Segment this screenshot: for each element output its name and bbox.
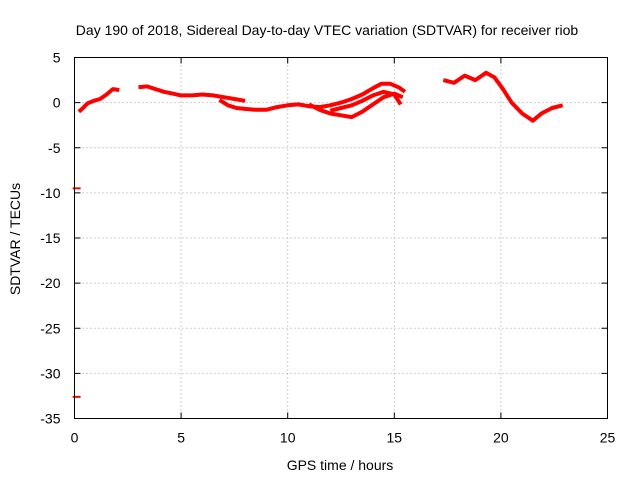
series-line-segment-1 [77, 87, 120, 114]
x-tick-label: 10 [280, 430, 296, 446]
x-tick-label: 0 [71, 430, 79, 446]
x-tick-label: 5 [177, 430, 185, 446]
series-line-segment-4 [308, 91, 404, 120]
chart-title: Day 190 of 2018, Sidereal Day-to-day VTE… [76, 22, 579, 38]
y-tick-label: -5 [48, 140, 61, 156]
x-tick-label: 25 [600, 430, 616, 446]
x-tick-label: 20 [493, 430, 509, 446]
series-line-segment-2 [138, 84, 246, 103]
x-tick-label: 15 [387, 430, 403, 446]
grid [74, 57, 608, 419]
series-line-segment-5 [329, 89, 403, 113]
series-line-segment-6 [442, 70, 564, 123]
ticks: 0 5 10 15 20 25 5 0 -5 -10 -15 -20 -25 -30 -35 [40, 50, 615, 446]
y-tick-label: -20 [40, 275, 60, 291]
y-tick-label: -10 [40, 185, 60, 201]
plot-series [72, 70, 564, 398]
y-tick-label: -25 [40, 320, 60, 336]
y-tick-label: 5 [53, 50, 61, 66]
y-tick-label: -35 [40, 411, 60, 427]
x-axis-label: GPS time / hours [287, 457, 394, 473]
y-axis-label: SDTVAR / TECUs [7, 183, 23, 295]
y-tick-label: 0 [53, 95, 61, 111]
plot-frame [74, 57, 608, 419]
y-tick-label: -15 [40, 230, 60, 246]
y-tick-label: -30 [40, 365, 60, 381]
